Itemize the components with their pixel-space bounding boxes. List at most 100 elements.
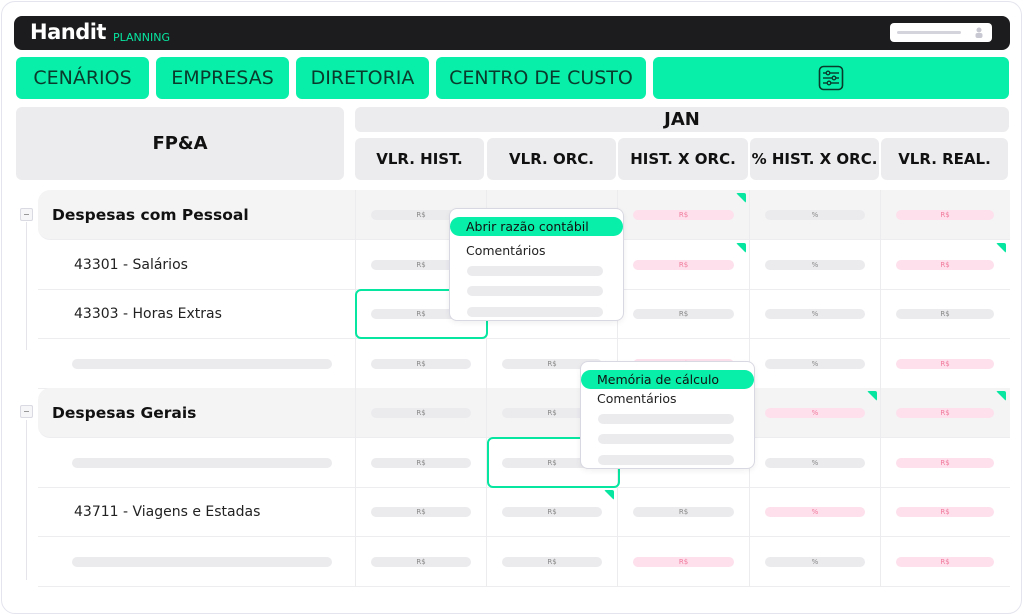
- table-cell[interactable]: R$: [880, 289, 1009, 339]
- user-search-box[interactable]: [890, 23, 992, 42]
- table-cell[interactable]: R$: [355, 388, 486, 438]
- comment-marker-icon[interactable]: [996, 391, 1006, 401]
- table-cell[interactable]: R$: [880, 536, 1009, 587]
- table-cell[interactable]: %: [749, 190, 880, 240]
- table-cell[interactable]: R$: [486, 536, 617, 587]
- column-header[interactable]: VLR. ORC.: [487, 138, 616, 180]
- value-pill: R$: [371, 457, 471, 468]
- table-cell[interactable]: R$: [355, 190, 486, 240]
- table-cell[interactable]: R$: [486, 338, 617, 389]
- menu-placeholder: [598, 434, 734, 444]
- tab-diretoria[interactable]: DIRETORIA: [296, 57, 429, 99]
- value-pill: %: [765, 259, 865, 270]
- value-pill: R$: [896, 358, 994, 369]
- value-pill: %: [765, 210, 865, 220]
- menu-placeholder: [467, 266, 603, 276]
- value-pill: R$: [502, 358, 602, 369]
- value-pill: R$: [371, 507, 471, 517]
- table-title: FP&A: [16, 107, 344, 180]
- column-header[interactable]: HIST. X ORC.: [618, 138, 748, 180]
- table-cell[interactable]: R$: [617, 289, 749, 339]
- table-cell[interactable]: %: [749, 487, 880, 537]
- table-row: R$R$R$%R$: [38, 338, 1010, 389]
- value-pill: R$: [633, 309, 734, 319]
- context-menu: Abrir razão contábil Comentários: [449, 208, 624, 321]
- table-cell[interactable]: %: [749, 388, 880, 438]
- value-pill: R$: [502, 556, 602, 567]
- value-pill: R$: [371, 259, 471, 270]
- value-pill: R$: [633, 507, 734, 517]
- column-header[interactable]: VLR. HIST.: [355, 138, 484, 180]
- value-pill: R$: [371, 358, 471, 369]
- table-cell[interactable]: R$: [355, 437, 486, 488]
- row-label[interactable]: 43301 - Salários: [74, 256, 188, 273]
- menu-item-abrir-razao[interactable]: Abrir razão contábil: [450, 217, 623, 236]
- table-cell[interactable]: R$: [486, 388, 617, 438]
- menu-item-comentarios[interactable]: Comentários: [466, 243, 546, 258]
- comment-marker-icon[interactable]: [604, 490, 614, 500]
- table-cell[interactable]: R$: [355, 338, 486, 389]
- row-label-placeholder: [72, 457, 332, 468]
- table-cell[interactable]: R$: [486, 437, 617, 488]
- table-cell[interactable]: R$: [880, 388, 1009, 438]
- value-pill: R$: [896, 309, 994, 319]
- table-cell[interactable]: R$: [617, 487, 749, 537]
- table-cell[interactable]: R$: [617, 536, 749, 587]
- comment-marker-icon[interactable]: [867, 391, 877, 401]
- row-label[interactable]: Despesas com Pessoal: [52, 206, 249, 224]
- menu-item-memoria-calculo[interactable]: Memória de cálculo: [581, 370, 754, 389]
- tab-centro-de-custo[interactable]: CENTRO DE CUSTO: [436, 57, 646, 99]
- user-name-placeholder: [897, 31, 961, 34]
- value-pill: R$: [371, 210, 471, 220]
- menu-item-comentarios[interactable]: Comentários: [597, 391, 677, 406]
- row-label[interactable]: 43303 - Horas Extras: [74, 306, 222, 322]
- table-cell[interactable]: R$: [486, 487, 617, 537]
- user-icon: [975, 27, 983, 38]
- value-pill: %: [765, 556, 865, 567]
- filter-button[interactable]: [653, 57, 1009, 99]
- table-cell[interactable]: R$: [355, 536, 486, 587]
- value-pill: R$: [633, 259, 734, 270]
- table-cell[interactable]: %: [749, 289, 880, 339]
- comment-marker-icon[interactable]: [996, 242, 1006, 253]
- table-cell[interactable]: R$: [880, 338, 1009, 389]
- collapse-icon[interactable]: [20, 208, 33, 221]
- column-header[interactable]: VLR. REAL.: [881, 138, 1008, 180]
- row-label[interactable]: 43711 - Viagens e Estadas: [74, 504, 261, 520]
- table-cell[interactable]: %: [749, 536, 880, 587]
- tab-cenarios[interactable]: CENÁRIOS: [16, 57, 149, 99]
- value-pill: %: [765, 507, 865, 517]
- menu-placeholder: [467, 307, 603, 317]
- tab-empresas[interactable]: EMPRESAS: [156, 57, 289, 99]
- table-cell[interactable]: R$: [880, 437, 1009, 488]
- value-pill: R$: [371, 408, 471, 418]
- value-pill: R$: [896, 556, 994, 567]
- comment-marker-icon[interactable]: [736, 193, 746, 203]
- comment-marker-icon[interactable]: [736, 242, 746, 253]
- table-cell[interactable]: %: [749, 437, 880, 488]
- table-cell[interactable]: R$: [355, 239, 486, 290]
- context-menu: Memória de cálculo Comentários: [580, 361, 755, 469]
- value-pill: R$: [371, 556, 471, 567]
- menu-placeholder: [598, 455, 734, 465]
- column-header[interactable]: % HIST. X ORC.: [750, 138, 879, 180]
- table-cell[interactable]: %: [749, 338, 880, 389]
- value-pill: R$: [502, 507, 602, 517]
- collapse-icon[interactable]: [20, 405, 33, 418]
- table-cell[interactable]: %: [749, 239, 880, 290]
- table-cell[interactable]: R$: [355, 487, 486, 537]
- value-pill: R$: [896, 259, 994, 270]
- table-cell[interactable]: R$: [880, 239, 1009, 290]
- row-label[interactable]: Despesas Gerais: [52, 404, 197, 422]
- table-cell[interactable]: R$: [880, 190, 1009, 240]
- logo: Handit: [30, 20, 106, 44]
- value-pill: R$: [502, 457, 602, 468]
- value-pill: %: [765, 358, 865, 369]
- table-cell[interactable]: R$: [880, 487, 1009, 537]
- table-cell[interactable]: R$: [617, 190, 749, 240]
- table-cell[interactable]: R$: [617, 239, 749, 290]
- value-pill: R$: [896, 507, 994, 517]
- value-pill: R$: [896, 457, 994, 468]
- top-bar: Handit PLANNING: [14, 16, 1010, 50]
